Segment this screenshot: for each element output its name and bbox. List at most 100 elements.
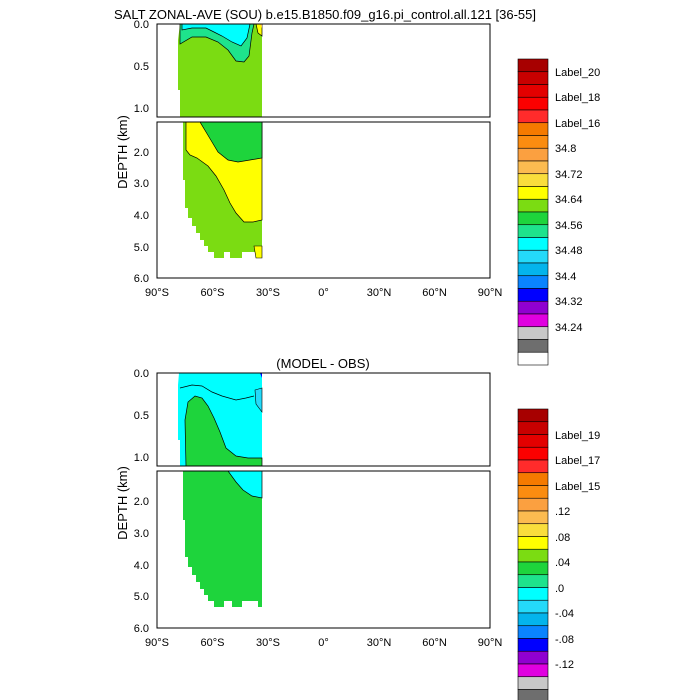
legend-swatch [517, 71, 549, 85]
legend-swatch [517, 497, 549, 512]
field-orange-region [260, 24, 262, 28]
legend-swatch [517, 109, 549, 124]
legend-label: -.08 [555, 634, 574, 646]
field-light-cyan-region [254, 387, 263, 413]
y-tick-label: 0.0 [134, 19, 149, 31]
legend-swatch [517, 408, 549, 423]
y-tick-label: 6.0 [134, 623, 149, 635]
legend-label: Label_19 [555, 430, 600, 442]
legend-swatch [517, 472, 549, 486]
legend-label: .12 [555, 506, 570, 518]
legend-swatch [517, 599, 549, 614]
legend-label: -.04 [555, 608, 574, 620]
legend-swatch [517, 625, 549, 639]
lower-field [183, 122, 263, 259]
legend-label: Label_17 [555, 455, 600, 467]
y-tick-label: 0.5 [134, 61, 149, 73]
x-tick-labels: 90°S 60°S 30°S 0° 30°N 60°N 90°N [145, 637, 502, 649]
x-tick-label: 60°N [422, 287, 447, 299]
x-tick-label: 30°N [367, 637, 392, 649]
legend-swatch [517, 211, 549, 226]
legend-swatch [517, 446, 549, 461]
upper-subpanel-frame [156, 372, 491, 467]
x-tick-labels: 90°S 60°S 30°S 0° 30°N 60°N 90°N [145, 287, 502, 299]
y-tick-label: 5.0 [134, 591, 149, 603]
x-tick-label: 30°S [256, 287, 280, 299]
legend-swatch [517, 638, 549, 652]
x-tick-label: 90°S [145, 637, 169, 649]
legend-swatch [517, 351, 549, 366]
legend-swatch [517, 574, 549, 588]
legend-swatch [517, 676, 549, 690]
legend-swatch [517, 288, 549, 302]
legend-label: 34.4 [555, 271, 576, 283]
x-tick-label: 60°S [201, 287, 225, 299]
legend-swatch [517, 523, 549, 537]
legend-swatch [517, 612, 549, 627]
y-tick-label: 6.0 [134, 273, 149, 285]
y-tick-label: 0.5 [134, 410, 149, 422]
field-green-region [183, 471, 262, 607]
legend-swatch [517, 96, 549, 111]
y-tick-label: 1.0 [134, 103, 149, 115]
y-axis-label: DEPTH (km) [115, 466, 130, 540]
legend-label: 34.32 [555, 296, 583, 308]
lower-field [183, 471, 263, 607]
x-tick-label: 90°N [478, 637, 503, 649]
legend-label: .04 [555, 557, 570, 569]
x-tick-label: 60°N [422, 637, 447, 649]
field-contour-line [179, 384, 255, 401]
y-tick-label: 5.0 [134, 242, 149, 254]
legend-label: Label_18 [555, 92, 600, 104]
legend-swatch [517, 313, 549, 328]
field-green-region [184, 395, 263, 466]
legend-label: 34.72 [555, 169, 583, 181]
legend-swatch [517, 249, 549, 264]
y-axis-label: DEPTH (km) [115, 115, 130, 189]
legend-swatch [517, 326, 549, 340]
x-tick-label: 90°N [478, 287, 503, 299]
legend-swatch [517, 663, 549, 678]
legend-swatch [517, 262, 549, 277]
field-green2-region [199, 122, 263, 163]
lower-subpanel-frame [156, 121, 491, 279]
y-tick-labels: 0.0 0.5 1.0 2.0 3.0 4.0 5.0 6.0 [134, 368, 149, 635]
x-tick-label: 30°N [367, 287, 392, 299]
legend-swatch [517, 536, 549, 550]
legend-label: Label_15 [555, 481, 600, 493]
chart-title: (MODEL - OBS) [276, 356, 369, 371]
panel-model-minus-obs: (MODEL - OBS) 0.0 0.5 1.0 2.0 3.0 [115, 356, 600, 700]
legend-swatch [517, 485, 549, 499]
legend-swatch [517, 198, 549, 213]
legend-swatch [517, 650, 549, 665]
color-legend [517, 408, 549, 700]
panel-salt-zonal-ave: SALT ZONAL-AVE (SOU) b.e15.B1850.f09_g16… [114, 7, 600, 366]
legend-swatch [517, 587, 549, 601]
y-tick-labels: 0.0 0.5 1.0 2.0 3.0 4.0 5.0 6.0 [134, 19, 149, 285]
y-tick-label: 4.0 [134, 210, 149, 222]
y-tick-label: 3.0 [134, 528, 149, 540]
legend-label: Label_20 [555, 67, 600, 79]
x-tick-label: 90°S [145, 287, 169, 299]
y-tick-label: 2.0 [134, 496, 149, 508]
legend-label: 34.8 [555, 143, 576, 155]
field-yellow-small-region [253, 245, 263, 259]
legend-swatch [517, 548, 549, 563]
legend-swatch [517, 147, 549, 162]
legend-swatch [517, 173, 549, 187]
legend-label: 34.48 [555, 245, 583, 257]
legend-swatch [517, 459, 549, 474]
legend-swatch [517, 237, 549, 251]
color-legend [517, 58, 549, 366]
legend-label: Label_16 [555, 118, 600, 130]
legend-swatch [517, 224, 549, 238]
legend-label: 34.64 [555, 194, 583, 206]
legend-label: .08 [555, 532, 570, 544]
x-tick-label: 0° [318, 637, 329, 649]
legend-labels: Label_19 Label_17 Label_15 .12 .08 .04 .… [555, 430, 600, 671]
legend-label: 34.56 [555, 220, 583, 232]
legend-swatch [517, 186, 549, 200]
legend-swatch [517, 58, 549, 73]
legend-swatch [517, 561, 549, 576]
